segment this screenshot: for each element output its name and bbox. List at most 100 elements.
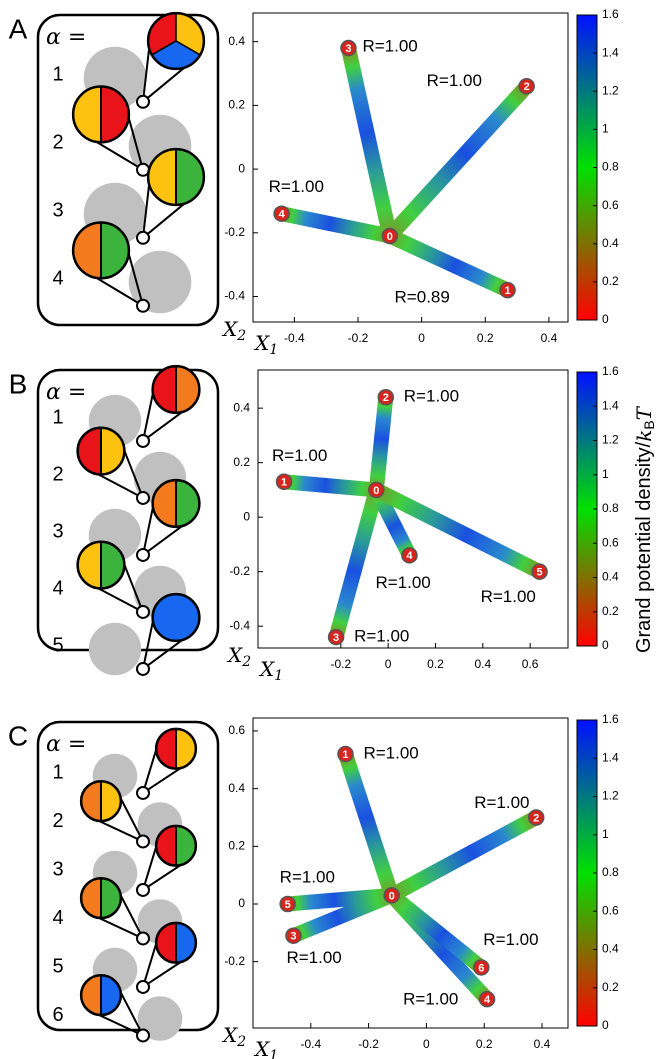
annotation: R=1.00 xyxy=(403,990,458,1009)
knob xyxy=(136,433,150,448)
colorbar-tick-label: 1.2 xyxy=(602,433,619,447)
knob xyxy=(136,604,150,619)
species-number: 5 xyxy=(52,955,63,977)
knob xyxy=(136,94,150,109)
annotation: R=1.00 xyxy=(272,446,327,465)
patch-left xyxy=(81,781,101,822)
x-axis-label-sub: 1 xyxy=(274,668,283,684)
arm xyxy=(386,229,511,297)
x-tick-label: 0.2 xyxy=(477,331,494,345)
patch-left xyxy=(156,825,176,866)
y-tick-label: 0.4 xyxy=(228,781,245,795)
arm xyxy=(280,206,392,244)
y-axis-label-x: X xyxy=(221,1023,238,1047)
plot-area xyxy=(252,717,569,1029)
patch-outline xyxy=(151,364,201,415)
x-tick-label: 0 xyxy=(385,657,392,671)
y-tick-label: -0.4 xyxy=(224,289,245,303)
alpha-label: α = xyxy=(46,380,86,405)
panel-letter: B xyxy=(9,368,28,399)
knob xyxy=(136,979,150,994)
arm xyxy=(283,474,377,498)
point xyxy=(377,389,395,406)
point xyxy=(527,809,545,826)
point-label: 0 xyxy=(389,890,395,902)
patch-left xyxy=(73,86,101,143)
x-tick-label: 0.6 xyxy=(522,657,539,671)
point-label: 1 xyxy=(281,477,287,489)
arm xyxy=(388,810,540,902)
y-tick-label: 0 xyxy=(238,161,245,175)
annotation: R=1.00 xyxy=(363,744,418,763)
y-tick-label: 0 xyxy=(243,509,250,523)
colorbar-tick-label: 0.6 xyxy=(602,903,619,917)
x-tick-label: 0.2 xyxy=(427,657,444,671)
y-tick-label: 0.2 xyxy=(233,455,250,469)
patch-left xyxy=(81,975,101,1016)
patch-left xyxy=(152,366,176,413)
point xyxy=(518,78,535,95)
y-axis-label: X2 xyxy=(221,1023,246,1051)
panel-letter: C xyxy=(8,720,28,751)
annotation: R=1.00 xyxy=(354,627,409,646)
point-label: 2 xyxy=(533,812,539,824)
patch-left xyxy=(156,922,176,963)
x-axis-label-sub: 1 xyxy=(269,342,278,358)
arm xyxy=(338,751,399,898)
patch-outline xyxy=(154,727,198,770)
point-label: 5 xyxy=(537,567,543,579)
patch-outline xyxy=(154,921,198,964)
point xyxy=(473,959,490,976)
x-tick-label: 0.2 xyxy=(476,1037,493,1051)
panel-box xyxy=(36,720,220,1032)
patch-outline xyxy=(154,824,198,867)
patch-right xyxy=(101,541,125,589)
patch-left xyxy=(152,480,176,527)
patch-left xyxy=(77,541,101,589)
knob xyxy=(136,1028,150,1043)
patch-right xyxy=(176,922,196,963)
colorbar-tick-label: 0.4 xyxy=(602,236,619,250)
point xyxy=(531,563,548,580)
knob xyxy=(136,230,150,245)
colorbar-tick-label: 0 xyxy=(602,1018,609,1032)
y-tick-label: 0 xyxy=(238,896,245,910)
patch-right xyxy=(101,427,125,475)
annotation: R=1.00 xyxy=(280,867,335,886)
species-number: 1 xyxy=(52,761,63,783)
colorbar-label-k: k xyxy=(632,430,656,442)
patch-outline xyxy=(146,11,206,71)
point xyxy=(285,927,302,944)
colorbar-tick-label: 1.4 xyxy=(602,398,619,412)
patch-outline xyxy=(79,779,123,823)
alpha-label: α = xyxy=(46,25,86,50)
arm xyxy=(328,487,384,640)
colorbar-tick-label: 1 xyxy=(602,827,609,841)
species-number: 5 xyxy=(52,634,63,656)
x-axis-label-x: X xyxy=(253,1037,270,1059)
y-axis-label-sub: 2 xyxy=(241,654,251,670)
y-tick-label: -0.4 xyxy=(229,618,250,632)
x-axis-label: X1 xyxy=(258,657,283,685)
patch-outline xyxy=(79,876,123,920)
point-label: 0 xyxy=(373,485,379,497)
x-tick-label: 0 xyxy=(418,331,425,345)
patch-right xyxy=(176,480,200,527)
patch-left xyxy=(73,222,101,279)
patch-right xyxy=(176,149,204,205)
species-number: 2 xyxy=(52,131,63,153)
point xyxy=(478,990,496,1008)
colorbar-tick-label: 0.2 xyxy=(602,980,619,994)
colorbar-tick-label: 1.2 xyxy=(602,789,619,803)
y-axis-label-sub: 2 xyxy=(236,1034,246,1050)
point-label: 4 xyxy=(279,209,286,221)
annotation: R=1.00 xyxy=(362,37,417,56)
species-number: 4 xyxy=(52,577,63,599)
x-axis-label-x: X xyxy=(253,331,270,355)
panel-letter: A xyxy=(9,13,28,44)
x-axis-label-sub: 1 xyxy=(269,1048,278,1059)
point-label: 1 xyxy=(504,285,510,297)
point xyxy=(368,481,385,499)
